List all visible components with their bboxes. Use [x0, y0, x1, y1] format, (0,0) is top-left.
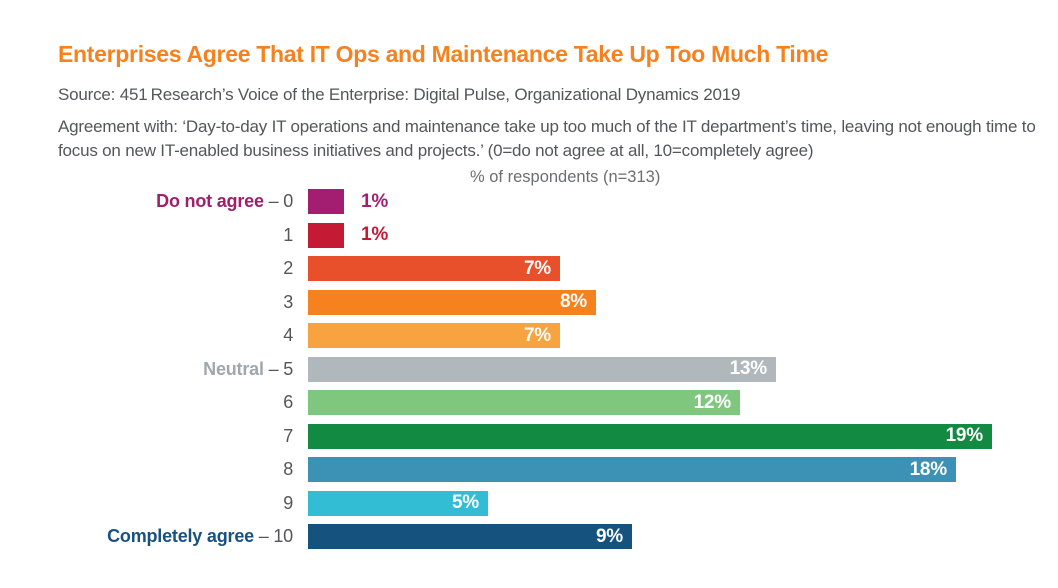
category-label: 9: [0, 493, 308, 514]
category-label: 4: [0, 325, 308, 346]
chart-row: 8 18%: [0, 457, 1058, 482]
bar: 5%: [308, 490, 488, 516]
value-label: 18%: [909, 458, 948, 480]
category-tick: 4: [283, 325, 293, 345]
bar: 12%: [308, 390, 740, 415]
category-label: Neutral – 5: [203, 358, 293, 379]
category-label: 2: [0, 258, 308, 279]
chart-row: Completely agree – 10 9%: [0, 524, 1058, 549]
value-label: 1%: [361, 224, 389, 245]
bar: 8%: [308, 289, 596, 315]
bar: [308, 222, 344, 248]
chart-row: 4 7%: [0, 323, 1058, 348]
category-tick: 3: [283, 291, 293, 312]
category-tick: 6: [283, 392, 293, 412]
bar: 9%: [308, 524, 632, 549]
chart-row: 2 7%: [0, 256, 1058, 281]
category-tick: 10: [273, 526, 293, 546]
bar-area: 5%: [308, 490, 1058, 516]
value-label: 1%: [361, 190, 389, 212]
chart-row: Neutral – 5 13%: [0, 356, 1058, 382]
category-tick: 7: [283, 425, 293, 446]
bar-area: 19%: [308, 423, 1058, 449]
value-label: 7%: [523, 257, 551, 279]
category-tick: 5: [283, 358, 293, 379]
category-prefix-label: Neutral: [203, 358, 264, 379]
bar-area: 7%: [308, 256, 1058, 281]
survey-question-description: Agreement with: ‘Day-to-day IT operation…: [58, 117, 1036, 160]
bar-area: 18%: [308, 457, 1058, 482]
chart-row: 1 1%: [0, 222, 1058, 248]
bar: 13%: [308, 356, 776, 382]
category-label: 8: [0, 459, 308, 480]
category-label: 3: [0, 292, 308, 313]
category-label: Do not agree – 0: [156, 191, 293, 211]
source-line: Source: 451 Research’s Voice of the Ente…: [58, 85, 741, 104]
bar-area: 13%: [308, 356, 1058, 382]
bar-area: 12%: [308, 390, 1058, 415]
value-label: 9%: [595, 525, 623, 547]
category-prefix-label: Do not agree: [156, 191, 264, 211]
category-label: 7: [0, 426, 308, 447]
bar-area: 8%: [308, 289, 1058, 315]
value-label: 19%: [945, 425, 984, 446]
chart-row: 9 5%: [0, 490, 1058, 516]
category-tick: 8: [283, 459, 293, 479]
category-tick: 2: [283, 258, 293, 278]
bar-area: 7%: [308, 323, 1058, 348]
bar: 18%: [308, 457, 956, 482]
category-tick: 9: [283, 492, 293, 513]
bar-area: 1%: [308, 189, 1058, 214]
bar: 7%: [308, 323, 560, 348]
category-prefix-label: Completely agree: [107, 526, 254, 546]
bar-area: 1%: [308, 222, 1058, 248]
bar: 19%: [308, 423, 992, 449]
chart-row: 7 19%: [0, 423, 1058, 449]
category-tick: 0: [283, 191, 293, 211]
bar: 7%: [308, 256, 560, 281]
page-title: Enterprises Agree That IT Ops and Mainte…: [58, 41, 829, 67]
value-label: 8%: [559, 291, 587, 312]
chart-row: 6 12%: [0, 390, 1058, 415]
value-label: 7%: [523, 324, 551, 346]
category-tick: 1: [283, 224, 293, 245]
chart-row: 3 8%: [0, 289, 1058, 315]
chart-row: Do not agree – 0 1%: [0, 189, 1058, 214]
category-label: Completely agree – 10: [107, 526, 293, 546]
value-label: 13%: [729, 358, 768, 379]
bar: [308, 189, 344, 214]
value-label: 5%: [451, 492, 479, 513]
chart-note: % of respondents (n=313): [470, 168, 661, 186]
category-label: 6: [0, 392, 308, 413]
bar-chart: Do not agree – 0 1% 1 1% 2 7% 3 8% 4 7% Neutral – …: [0, 189, 1058, 549]
value-label: 12%: [693, 391, 732, 413]
bar-area: 9%: [308, 524, 1058, 549]
category-label: 1: [0, 225, 308, 246]
